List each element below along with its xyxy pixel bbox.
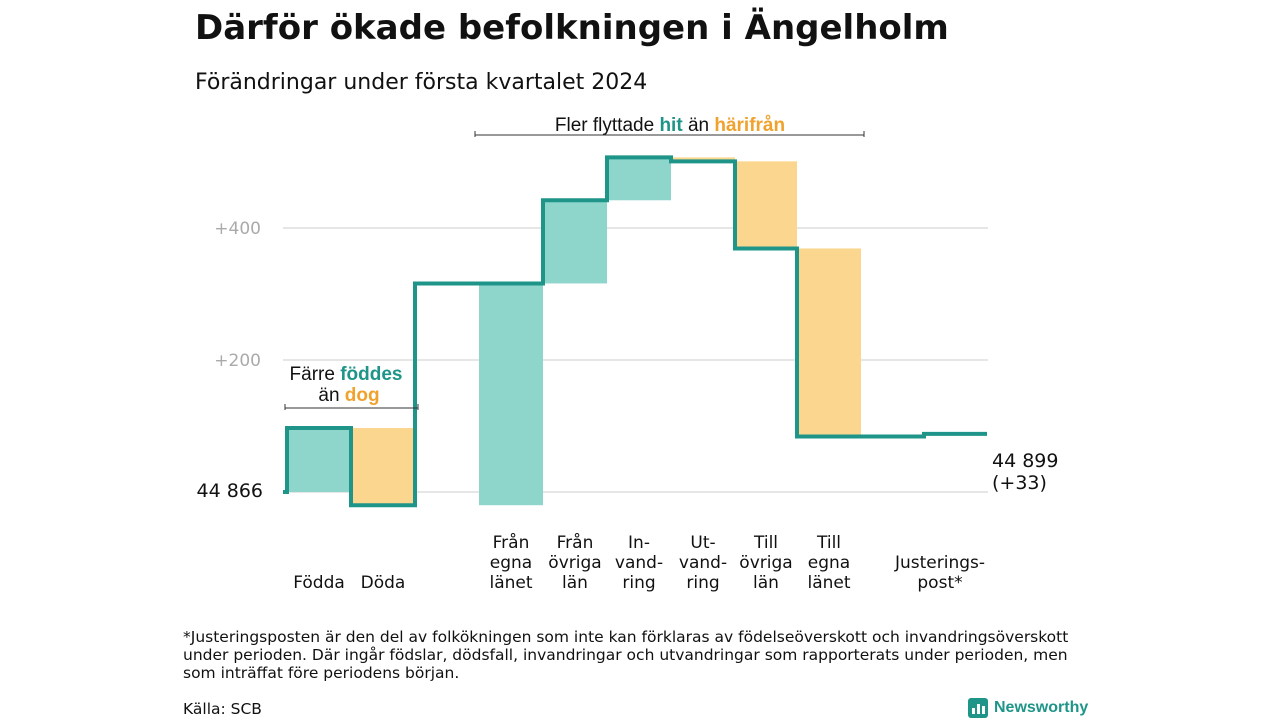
x-tick-label-line: övriga bbox=[739, 553, 792, 573]
chart-title: Därför ökade befolkningen i Ängelholm bbox=[195, 8, 949, 48]
x-tick-label: Från övriga län bbox=[548, 532, 601, 593]
x-tick-label-line: Födda bbox=[293, 573, 345, 593]
x-tick-label-line: län bbox=[562, 573, 588, 593]
annotation-text: Fler flyttade bbox=[555, 115, 654, 136]
step-line bbox=[283, 155, 987, 508]
waterfall-bar bbox=[351, 427, 415, 506]
bars bbox=[287, 157, 861, 506]
waterfall-bar bbox=[287, 427, 351, 492]
x-tick-label: Från egna länet bbox=[489, 532, 532, 593]
annotation-text: Färre bbox=[290, 364, 335, 385]
svg-text:än dog: än dog bbox=[318, 385, 379, 406]
x-tick-label-line: vand- bbox=[679, 553, 727, 573]
end-value-label: 44 899 bbox=[992, 450, 1058, 472]
x-tick-label-line: Döda bbox=[361, 573, 406, 593]
x-tick-label-line: Justerings- bbox=[894, 553, 985, 573]
svg-text:Färre föddes: Färre föddes bbox=[290, 364, 403, 385]
x-tick-label-line: länet bbox=[489, 573, 532, 593]
waterfall-bar bbox=[607, 157, 671, 201]
annotation-text: än bbox=[688, 115, 709, 136]
x-tick-label-line: Ut- bbox=[690, 533, 715, 553]
x-tick-label: Ut-vand-ring bbox=[679, 533, 727, 593]
annotation-highlight-deaths: dog bbox=[345, 385, 380, 406]
x-tick-label-line: övriga bbox=[548, 553, 601, 573]
x-tick-label: Döda bbox=[361, 573, 406, 593]
newsworthy-logo-icon bbox=[968, 698, 988, 718]
x-tick-label-line: Från bbox=[557, 532, 594, 553]
annotation-highlight-hit: hit bbox=[659, 115, 683, 136]
x-tick-label: Till egna länet bbox=[807, 533, 850, 593]
source-label: Källa: SCB bbox=[183, 700, 262, 718]
chart-subtitle: Förändringar under första kvartalet 2024 bbox=[195, 70, 648, 95]
x-tick-label-line: ring bbox=[686, 573, 719, 593]
annotation-highlight-harifran: härifrån bbox=[714, 115, 785, 136]
brand: Newsworthy bbox=[968, 696, 1088, 720]
x-tick-label-line: länet bbox=[807, 573, 850, 593]
x-tick-label: Födda bbox=[293, 573, 345, 593]
x-tick-label-line: län bbox=[753, 573, 779, 593]
waterfall-bar bbox=[797, 248, 861, 437]
x-tick-label: In-vand-ring bbox=[615, 533, 663, 593]
x-tick-label-line: Från bbox=[493, 532, 530, 553]
x-tick-label-line: egna bbox=[808, 553, 850, 573]
x-tick-label-line: egna bbox=[490, 553, 532, 573]
annotation-highlight-births: föddes bbox=[340, 364, 402, 385]
x-tick-label-line: vand- bbox=[615, 553, 663, 573]
x-tick-label-line: post* bbox=[917, 573, 962, 593]
migration-annotation: Fler flyttade hit än härifrån bbox=[474, 115, 865, 137]
start-value-label: 44 866 bbox=[197, 480, 263, 502]
annotation-bracket bbox=[474, 131, 865, 137]
waterfall-bar bbox=[735, 161, 797, 249]
y-tick-label: +400 bbox=[214, 219, 261, 239]
svg-text:Fler flyttade hit: Fler flyttade hit än härifrån bbox=[555, 115, 785, 136]
end-change-label: (+33) bbox=[992, 472, 1047, 494]
brand-name: Newsworthy bbox=[994, 699, 1089, 716]
x-tick-label-line: ring bbox=[622, 573, 655, 593]
annotation-bracket bbox=[284, 404, 419, 410]
waterfall-bar bbox=[543, 200, 607, 284]
x-tick-label-line: Till bbox=[753, 533, 778, 553]
x-tick-label: Till övriga län bbox=[739, 533, 792, 593]
x-tick-label: Justerings-post* bbox=[894, 553, 985, 593]
x-tick-label-line: In- bbox=[628, 533, 650, 553]
x-tick-label-line: Till bbox=[816, 533, 841, 553]
y-tick-label: +200 bbox=[214, 351, 261, 371]
annotation-text: än bbox=[318, 385, 339, 406]
footnote: *Justeringsposten är den del av folkökni… bbox=[183, 628, 1069, 682]
births-deaths-annotation: Färre föddes än dog bbox=[284, 364, 419, 410]
waterfall-step-line bbox=[283, 155, 987, 508]
waterfall-bar bbox=[479, 283, 543, 506]
